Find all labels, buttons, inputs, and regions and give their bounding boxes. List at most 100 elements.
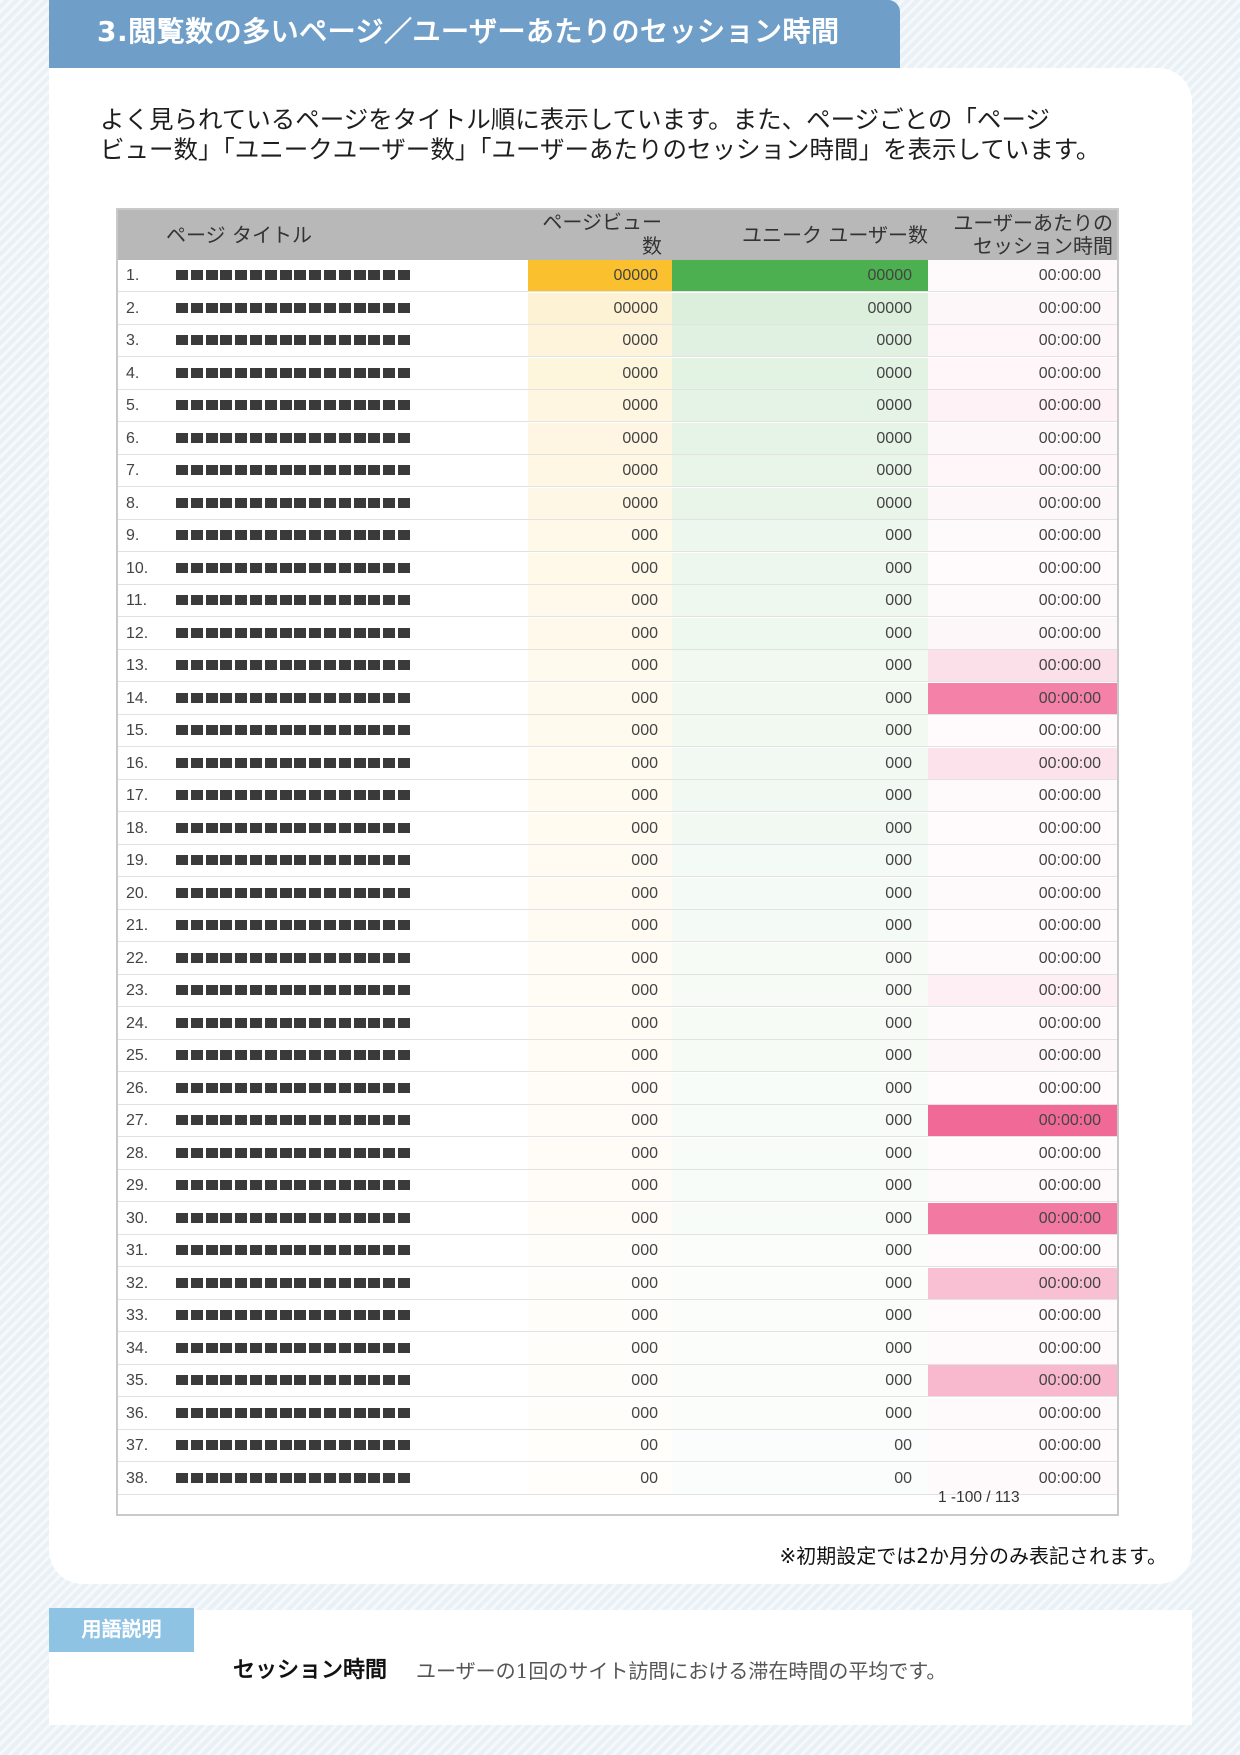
table-row[interactable]: 13. 000 000 00:00:00 <box>118 650 1117 682</box>
page-title-redacted[interactable] <box>176 1017 426 1030</box>
page-title-redacted[interactable] <box>176 432 426 445</box>
page-title-redacted[interactable] <box>176 887 426 900</box>
page-title-redacted[interactable] <box>176 367 426 380</box>
page-title-redacted[interactable] <box>176 1407 426 1420</box>
page-title-redacted[interactable] <box>176 400 426 412</box>
table-row[interactable]: 25. 000 000 00:00:00 <box>118 1040 1117 1072</box>
table-row[interactable]: 2. 00000 00000 00:00:00 <box>118 292 1117 325</box>
table-row[interactable]: 12. 000 000 00:00:00 <box>118 617 1117 650</box>
page-title-redacted[interactable] <box>176 692 426 705</box>
header-unique-users[interactable]: ユニーク ユーザー数 <box>742 223 928 247</box>
table-row[interactable]: 15. 000 000 00:00:00 <box>118 715 1117 747</box>
table-row[interactable]: 8. 0000 0000 00:00:00 <box>118 487 1117 520</box>
table-row[interactable]: 10. 000 000 00:00:00 <box>118 552 1117 585</box>
unique-users-cell: 000 <box>672 747 928 780</box>
page-title-redacted[interactable] <box>176 1472 426 1485</box>
session-time-cell: 00:00:00 <box>928 1430 1117 1462</box>
table-row[interactable]: 20. 000 000 00:00:00 <box>118 877 1117 910</box>
table-row[interactable]: 14. 000 000 00:00:00 <box>118 682 1117 715</box>
table-row[interactable]: 19. 000 000 00:00:00 <box>118 845 1117 877</box>
pageviews-cell: 000 <box>528 1040 672 1072</box>
page-title-redacted[interactable] <box>176 725 426 737</box>
table-row[interactable]: 26. 000 000 00:00:00 <box>118 1072 1117 1105</box>
unique-users-cell: 000 <box>672 1202 928 1235</box>
session-time-cell: 00:00:00 <box>928 1365 1117 1397</box>
table-row[interactable]: 30. 000 000 00:00:00 <box>118 1202 1117 1235</box>
table-row[interactable]: 36. 000 000 00:00:00 <box>118 1397 1117 1430</box>
table-row[interactable]: 37. 00 00 00:00:00 <box>118 1430 1117 1462</box>
session-time-cell: 00:00:00 <box>928 812 1117 845</box>
page-title-redacted[interactable] <box>176 855 426 867</box>
header-page-title[interactable]: ページ タイトル <box>166 223 312 247</box>
row-rank: 22. <box>126 949 149 967</box>
table-row[interactable]: 22. 000 000 00:00:00 <box>118 942 1117 975</box>
page-title-redacted[interactable] <box>176 1245 426 1257</box>
page-title-redacted[interactable] <box>176 1050 426 1062</box>
pageviews-cell: 0000 <box>528 455 672 487</box>
unique-users-cell: 0000 <box>672 422 928 455</box>
page-title-redacted[interactable] <box>176 1440 426 1452</box>
page-title-redacted[interactable] <box>176 270 426 282</box>
page-title-redacted[interactable] <box>176 660 426 672</box>
table-row[interactable]: 34. 000 000 00:00:00 <box>118 1332 1117 1365</box>
pageviews-cell: 000 <box>528 942 672 975</box>
page-title-redacted[interactable] <box>176 1115 426 1127</box>
page-title-redacted[interactable] <box>176 627 426 640</box>
table-row[interactable]: 32. 000 000 00:00:00 <box>118 1267 1117 1300</box>
page-title-redacted[interactable] <box>176 530 426 542</box>
table-row[interactable]: 27. 000 000 00:00:00 <box>118 1105 1117 1137</box>
page-title-redacted[interactable] <box>176 1212 426 1225</box>
page-title-redacted[interactable] <box>176 985 426 997</box>
pageviews-cell: 000 <box>528 585 672 617</box>
table-row[interactable]: 11. 000 000 00:00:00 <box>118 585 1117 617</box>
page-title-redacted[interactable] <box>176 790 426 802</box>
table-row[interactable]: 28. 000 000 00:00:00 <box>118 1137 1117 1170</box>
table-row[interactable]: 6. 0000 0000 00:00:00 <box>118 422 1117 455</box>
header-pageviews[interactable]: ページビュー 数 <box>542 210 662 258</box>
page-title-redacted[interactable] <box>176 757 426 770</box>
page-title-redacted[interactable] <box>176 952 426 965</box>
table-row[interactable]: 29. 000 000 00:00:00 <box>118 1170 1117 1202</box>
table-row[interactable]: 33. 000 000 00:00:00 <box>118 1300 1117 1332</box>
table-row[interactable]: 24. 000 000 00:00:00 <box>118 1007 1117 1040</box>
table-row[interactable]: 7. 0000 0000 00:00:00 <box>118 455 1117 487</box>
row-rank: 29. <box>126 1177 149 1194</box>
page-title-redacted[interactable] <box>176 1082 426 1095</box>
page-title-redacted[interactable] <box>176 562 426 575</box>
page-title-redacted[interactable] <box>176 1147 426 1160</box>
page-title-redacted[interactable] <box>176 1180 426 1192</box>
table-row[interactable]: 38. 00 00 00:00:00 <box>118 1462 1117 1495</box>
table-row[interactable]: 4. 0000 0000 00:00:00 <box>118 357 1117 390</box>
table-row[interactable]: 16. 000 000 00:00:00 <box>118 747 1117 780</box>
table-row[interactable]: 9. 000 000 00:00:00 <box>118 520 1117 552</box>
page-title-redacted[interactable] <box>176 497 426 510</box>
page-title-redacted[interactable] <box>176 1375 426 1387</box>
page-title-redacted[interactable] <box>176 595 426 607</box>
table-row[interactable]: 3. 0000 0000 00:00:00 <box>118 325 1117 357</box>
session-time-cell: 00:00:00 <box>928 715 1117 747</box>
table-row[interactable]: 21. 000 000 00:00:00 <box>118 910 1117 942</box>
page-title-redacted[interactable] <box>176 1277 426 1290</box>
page-title-redacted[interactable] <box>176 465 426 477</box>
session-time-cell: 00:00:00 <box>928 422 1117 455</box>
header-session-time[interactable]: ユーザーあたりの セッション時間 <box>953 211 1113 258</box>
table-row[interactable]: 23. 000 000 00:00:00 <box>118 975 1117 1007</box>
table-row[interactable]: 35. 000 000 00:00:00 <box>118 1365 1117 1397</box>
table-row[interactable]: 17. 000 000 00:00:00 <box>118 780 1117 812</box>
unique-users-cell: 000 <box>672 1365 928 1397</box>
table-row[interactable]: 1. 00000 00000 00:00:00 <box>118 260 1117 292</box>
pageviews-cell: 00 <box>528 1430 672 1462</box>
page-title-redacted[interactable] <box>176 920 426 932</box>
unique-users-cell: 0000 <box>672 325 928 357</box>
page-title-redacted[interactable] <box>176 822 426 835</box>
page-title-redacted[interactable] <box>176 302 426 315</box>
page-title-redacted[interactable] <box>176 1310 426 1322</box>
page-title-redacted[interactable] <box>176 1342 426 1355</box>
pageviews-cell: 000 <box>528 812 672 845</box>
page-title-redacted[interactable] <box>176 335 426 347</box>
row-rank: 21. <box>126 917 149 934</box>
glossary-definition: ユーザーの1回のサイト訪問における滞在時間の平均です。 <box>416 1659 947 1683</box>
table-row[interactable]: 31. 000 000 00:00:00 <box>118 1235 1117 1267</box>
table-row[interactable]: 18. 000 000 00:00:00 <box>118 812 1117 845</box>
table-row[interactable]: 5. 0000 0000 00:00:00 <box>118 390 1117 422</box>
